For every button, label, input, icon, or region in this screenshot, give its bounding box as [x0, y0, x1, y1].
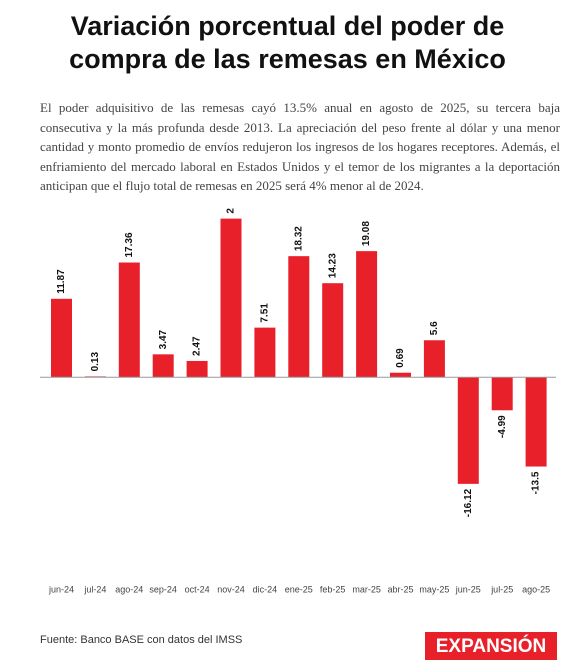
bar	[220, 218, 242, 378]
data-label: 19.08	[361, 221, 372, 246]
data-label: 0.13	[90, 352, 101, 372]
bar	[491, 377, 513, 411]
chart-title: Variación porcentual del poder de compra…	[69, 11, 506, 74]
bar	[390, 372, 411, 378]
data-label: 5.6	[429, 321, 440, 335]
bar	[423, 340, 445, 378]
data-label: 7.51	[260, 303, 271, 323]
bar	[118, 262, 140, 378]
bar	[152, 354, 174, 378]
x-tick-label: jul-25	[490, 584, 513, 594]
x-tick-label: jun-25	[455, 584, 481, 594]
x-tick-label: jun-24	[48, 584, 74, 594]
bar	[288, 256, 310, 378]
data-label: -4.99	[497, 415, 508, 438]
x-tick-label: mar-25	[352, 584, 381, 594]
bar	[254, 327, 276, 378]
data-label: 14.23	[327, 253, 338, 278]
plot: 11.87 0.13 17.36 3.47 2.47 24 7.51 18.32 14.23 19…	[51, 202, 547, 517]
bar	[322, 283, 344, 378]
x-tick-label: nov-24	[217, 584, 245, 594]
bar	[356, 251, 378, 378]
data-label: -16.12	[463, 488, 474, 517]
data-label: 3.47	[158, 329, 169, 349]
bar	[525, 377, 547, 467]
chart-subtitle: El poder adquisitivo de las remesas cayó…	[40, 100, 560, 193]
bar	[457, 377, 479, 484]
data-label: 11.87	[56, 269, 67, 294]
data-label: 18.32	[293, 226, 304, 251]
x-tick-label: oct-24	[185, 584, 210, 594]
x-tick-label: feb-25	[320, 584, 346, 594]
x-tick-label: may-25	[419, 584, 449, 594]
x-tick-label: jul-24	[83, 584, 106, 594]
data-label: 17.36	[124, 232, 135, 257]
bar	[186, 360, 208, 378]
data-label: -13.5	[531, 471, 542, 494]
data-label: 2.47	[192, 336, 203, 356]
logo: EXPANSIÓN	[436, 635, 547, 657]
data-label: 24	[226, 202, 237, 214]
logo-box	[425, 632, 557, 660]
x-tick-label: ene-25	[285, 584, 313, 594]
source: Fuente: Banco BASE con datos del IMSS	[40, 634, 242, 646]
x-tick-label: ago-25	[522, 584, 550, 594]
x-tick-label: ago-24	[115, 584, 143, 594]
data-label: 0.69	[395, 348, 406, 368]
x-tick-label: abr-25	[387, 584, 413, 594]
x-tick-label: sep-24	[149, 584, 177, 594]
bar	[51, 298, 72, 378]
x-tick-label: dic-24	[253, 584, 278, 594]
